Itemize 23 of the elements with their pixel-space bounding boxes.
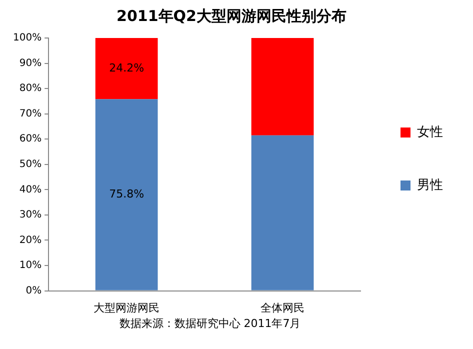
y-tick-label: 100% [12,32,42,44]
data-label: 75.8% [109,188,144,201]
y-tick-label: 90% [19,58,42,69]
y-tick-label: 20% [19,234,42,246]
y-tick-label: 60% [19,134,42,145]
legend-label: 女性 [417,124,443,140]
y-tick-label: 10% [19,260,42,272]
bar [95,99,158,290]
y-tick-label: 0% [26,285,42,296]
y-tick-label: 30% [19,210,42,221]
y-tick-label: 70% [19,108,42,120]
y-tick-label: 40% [19,184,42,196]
chart-title: 2011年Q2大型网游网民性别分布 [116,6,346,25]
bar [251,38,314,136]
data-label: 24.2% [109,61,144,74]
bar [95,38,158,100]
bar [251,135,314,290]
legend-label: 男性 [417,178,443,193]
y-tick-label: 80% [19,83,42,94]
y-tick-label: 50% [19,158,42,170]
source-note: 数据来源：数据研究中心 2011年7月 [118,316,302,331]
x-tick-label: 大型网游网民 [94,301,160,314]
x-tick-label: 全体网民 [260,301,305,314]
